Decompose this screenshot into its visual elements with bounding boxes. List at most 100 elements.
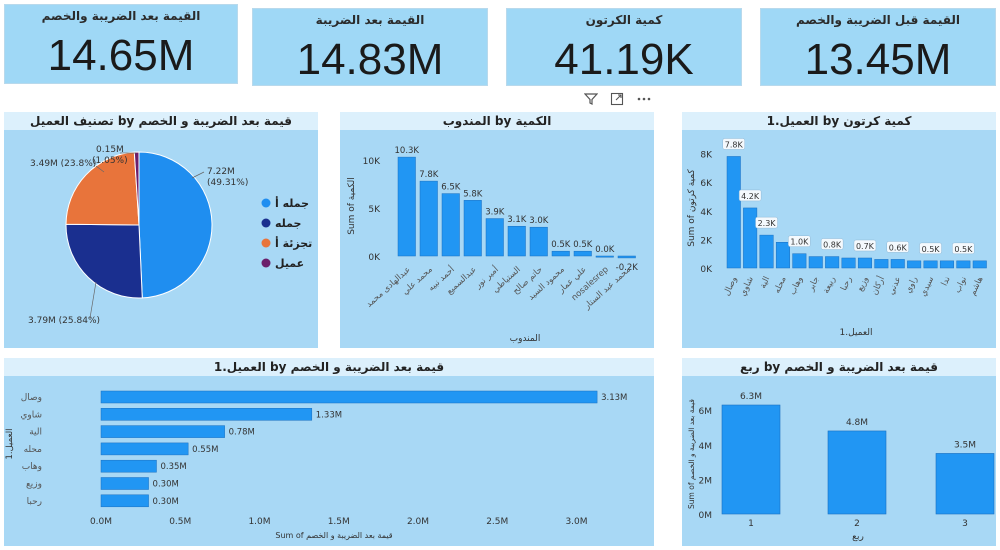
data-label: 0.0K [595, 245, 615, 255]
kpi-title: كمية الكرتون [585, 13, 663, 27]
bar [841, 257, 856, 269]
pie-data-label: (49.31%) [207, 178, 248, 188]
chart-title: المندوب by الكمية [340, 112, 654, 130]
data-label: 3.1K [507, 215, 527, 225]
x-axis-title: العميل.1 [840, 328, 873, 338]
y-tick-label: 0M [699, 511, 713, 521]
filter-icon[interactable] [580, 92, 602, 110]
data-label-box [820, 238, 844, 250]
chart-title: ربع by قيمة بعد الضريبة و الخصم [682, 358, 996, 376]
x-tick-label: 2 [854, 519, 860, 529]
legend-marker [261, 198, 271, 208]
x-tick-label: سيدي [918, 275, 936, 298]
data-label: 0.5K [922, 245, 941, 254]
bar [775, 242, 790, 269]
legend-marker [261, 218, 271, 228]
y-tick-label: وصال [21, 393, 42, 403]
pie-data-label: 3.79M (25.84%) [28, 316, 100, 326]
pie-slice [65, 223, 143, 299]
kpi-card-value-after-tax[interactable]: القيمة بعد الضريبة 14.83M [252, 8, 488, 86]
y-axis-title: Sum of الكمية [347, 177, 357, 235]
x-tick-label: 1.0M [248, 517, 270, 527]
customer-value-hbar-panel[interactable]: العميل.1 by قيمة بعد الضريبة و الخصم 3.1… [4, 358, 654, 546]
x-tick-label: 2.0M [407, 517, 429, 527]
quarter-value-chart-panel[interactable]: ربع by قيمة بعد الضريبة و الخصم 6M 4M 2M 0M… [682, 358, 996, 546]
pie-leader-line [191, 171, 205, 179]
bar [419, 180, 438, 257]
pie-slice [133, 151, 140, 226]
pie-data-label: (1.05%) [92, 156, 128, 166]
bar [617, 255, 636, 259]
chart-title: العميل.1 by قيمة بعد الضريبة و الخصم [4, 358, 654, 376]
bar [100, 477, 149, 490]
x-tick-label: وصال [722, 275, 740, 297]
y-tick-label: 0K [368, 253, 381, 263]
data-label-box [919, 242, 942, 255]
salesrep-qty-chart-panel[interactable]: المندوب by الكمية 10K 5K 0K Sum of الكمية 10… [340, 112, 654, 348]
x-tick-label: هاشم [968, 275, 985, 297]
pie-chart-panel[interactable]: تصنيف العميل by قيمة بعد الضريبة و الخصم… [4, 112, 318, 348]
x-tick-label: ربيعة [821, 275, 838, 295]
y-axis-title: Sum of قيمة بعد الضريبة و الخصم [687, 399, 696, 509]
data-label: 6.5K [441, 183, 461, 193]
legend-marker [261, 258, 271, 268]
x-tick-label: رحبا [839, 275, 854, 292]
bar [825, 256, 840, 269]
pie-leader-line [95, 165, 105, 173]
kpi-value: 14.83M [296, 35, 444, 84]
bar [726, 156, 741, 269]
y-tick-label: 6K [700, 179, 713, 189]
bar [551, 250, 570, 257]
data-label: 10.3K [395, 146, 420, 156]
legend-label: جمله أ [275, 196, 309, 210]
kpi-card-value-after-tax-discount[interactable]: القيمة بعد الضريبة والخصم 14.65M [4, 4, 238, 84]
pie-data-label: 0.15M [96, 145, 124, 155]
data-label: 4.8M [846, 418, 868, 428]
kpi-value: 14.65M [47, 31, 195, 80]
data-label-box [738, 189, 762, 202]
y-tick-label: 0K [700, 265, 713, 275]
bar [441, 193, 460, 257]
x-tick-label: وزيع [855, 275, 870, 293]
kpi-card-carton-qty[interactable]: كمية الكرتون 41.19K [506, 8, 742, 86]
bar [907, 260, 922, 269]
data-label: 7.8K [419, 170, 439, 180]
x-tick-label: جابر [806, 275, 822, 294]
y-tick-label: 2M [699, 476, 713, 486]
y-tick-label: الية [29, 428, 42, 438]
data-label: -0.2K [616, 263, 639, 273]
bar [874, 259, 889, 269]
y-tick-label: 10K [363, 157, 381, 167]
x-tick-label: 1 [748, 519, 754, 529]
bar [792, 253, 807, 269]
pie-data-label: 7.22M [207, 167, 235, 177]
data-label: 7.8K [725, 140, 744, 149]
bar [808, 256, 823, 269]
x-tick-label: 2.5M [486, 517, 508, 527]
chart-title: العميل.1 by كمية كرتون [682, 112, 996, 130]
kpi-card-value-before-tax[interactable]: القيمة قبل الضريبة والخصم 13.45M [760, 8, 996, 86]
data-label: 3.5M [954, 440, 976, 450]
visual-toolbar [580, 92, 660, 110]
bar [956, 260, 971, 269]
legend-marker [261, 238, 271, 248]
data-label: 0.78M [229, 428, 255, 438]
bar [923, 260, 938, 269]
bar [721, 404, 781, 515]
data-label: 4.2K [741, 192, 760, 201]
focus-mode-icon[interactable] [606, 92, 628, 110]
y-tick-label: 5K [368, 205, 381, 215]
y-tick-label: وزيع [26, 480, 42, 490]
x-tick-label: 3 [962, 519, 968, 529]
customer-carton-chart-panel[interactable]: العميل.1 by كمية كرتون 8K 6K 4K 2K 0K Sum of … [682, 112, 996, 348]
y-tick-label: شاوي [20, 410, 42, 420]
data-label-box [952, 242, 975, 255]
x-tick-label: وهاب [788, 275, 805, 297]
data-label: 0.30M [153, 497, 179, 507]
data-label: 0.5K [551, 240, 571, 250]
kpi-title: القيمة بعد الضريبة [315, 13, 425, 27]
bar [857, 257, 872, 269]
more-options-icon[interactable] [633, 92, 655, 110]
bar [890, 259, 905, 269]
